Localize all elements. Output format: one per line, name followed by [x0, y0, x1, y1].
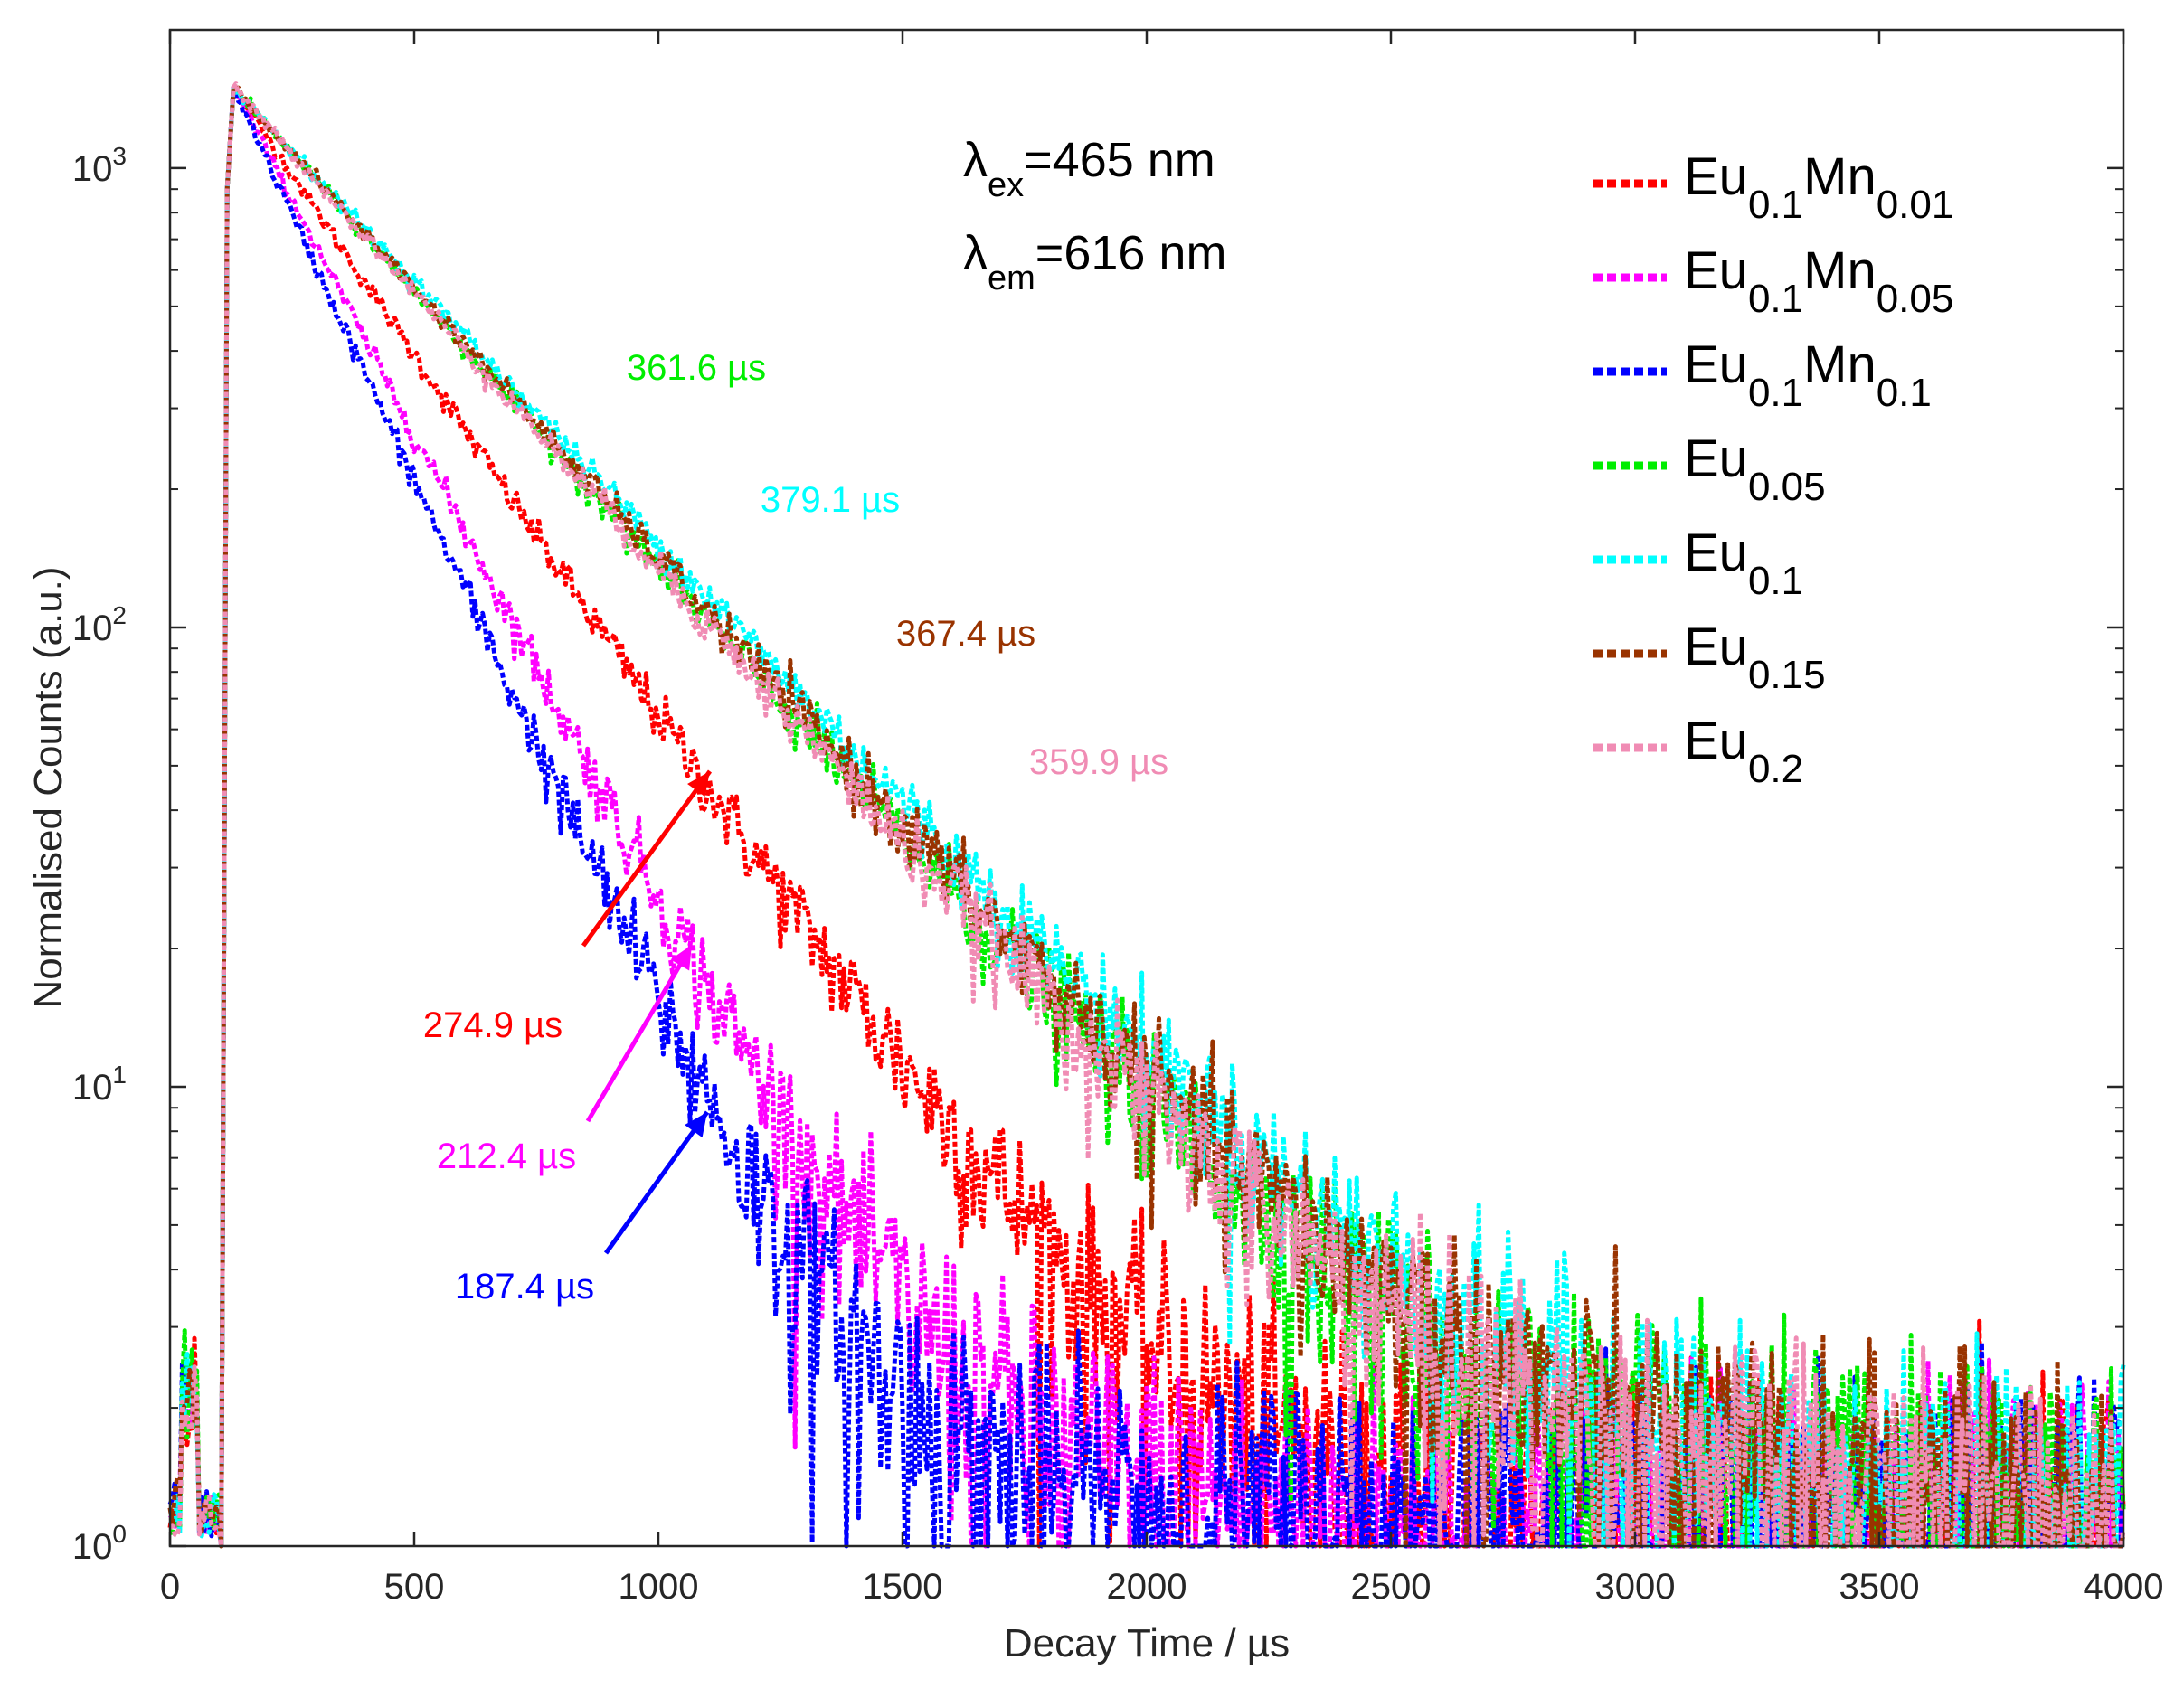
legend-entry: Eu0.1Mn0.05 [1684, 241, 1953, 321]
x-tick-label: 2000 [1107, 1567, 1187, 1607]
lifetime-arrow [585, 943, 695, 1123]
lifetime-label: 274.9 µs [423, 1005, 563, 1045]
x-tick-label: 500 [384, 1567, 445, 1607]
x-tick-label: 4000 [2084, 1567, 2164, 1607]
legend-entry: Eu0.15 [1684, 618, 1826, 697]
y-tick-label: 101 [72, 1061, 127, 1108]
legend-entry: Eu0.2 [1684, 712, 1803, 791]
x-tick-label: 1500 [863, 1567, 943, 1607]
y-axis-label: Normalised Counts (a.u.) [26, 566, 71, 1008]
lifetime-label: 379.1 µs [761, 480, 900, 520]
y-tick-label: 103 [72, 142, 127, 189]
lifetime-arrow [581, 769, 713, 948]
lifetime-label: 187.4 µs [455, 1267, 594, 1307]
emission-condition: λem=616 nm [963, 226, 1226, 297]
lifetime-arrowhead [670, 945, 692, 971]
x-tick-label: 1000 [619, 1567, 699, 1607]
lifetime-labels: 274.9 µs 212.4 µs 187.4 µs 361.6 µs 379.1 µs… [423, 348, 1168, 1307]
annotation-arrows [581, 769, 713, 1255]
condition-ex-value: =465 nm [1024, 133, 1215, 187]
lifetime-arrowhead [687, 771, 710, 797]
lifetime-arrowhead [685, 1112, 707, 1138]
legend: Eu0.1Mn0.01 Eu0.1Mn0.05 Eu0.1Mn0.1 Eu0.05 Eu… [1593, 147, 1953, 791]
axis-ticks: 0 500 1000 1500 2000 2500 3000 3500 4000 100 101 10… [72, 29, 2164, 1607]
y-tick-label: 102 [72, 601, 127, 648]
legend-entry: Eu0.05 [1684, 429, 1826, 509]
svg-text:λex=465 nm: λex=465 nm [963, 133, 1215, 204]
condition-em-subscript: em [988, 259, 1035, 297]
y-tick-label: 100 [72, 1520, 127, 1567]
lifetime-label: 212.4 µs [437, 1137, 576, 1176]
x-tick-label: 0 [160, 1567, 180, 1607]
legend-entry: Eu0.1Mn0.1 [1684, 335, 1932, 415]
condition-lambda-symbol: λ [963, 226, 988, 280]
x-tick-label: 2500 [1351, 1567, 1432, 1607]
excitation-condition: λex=465 nm [963, 133, 1215, 204]
condition-ex-subscript: ex [988, 166, 1024, 204]
lifetime-label: 361.6 µs [627, 348, 766, 388]
condition-em-value: =616 nm [1035, 226, 1227, 280]
condition-lambda-symbol: λ [963, 133, 988, 187]
x-tick-label: 3000 [1595, 1567, 1676, 1607]
legend-entry: Eu0.1Mn0.01 [1684, 147, 1953, 227]
svg-text:λem=616 nm: λem=616 nm [963, 226, 1226, 297]
x-tick-label: 3500 [1839, 1567, 1920, 1607]
x-axis-label: Decay Time / µs [1004, 1621, 1290, 1665]
lifetime-arrow [603, 1110, 710, 1255]
legend-entry: Eu0.1 [1684, 524, 1803, 603]
lifetime-label: 367.4 µs [896, 614, 1035, 654]
lifetime-label: 359.9 µs [1029, 742, 1168, 782]
